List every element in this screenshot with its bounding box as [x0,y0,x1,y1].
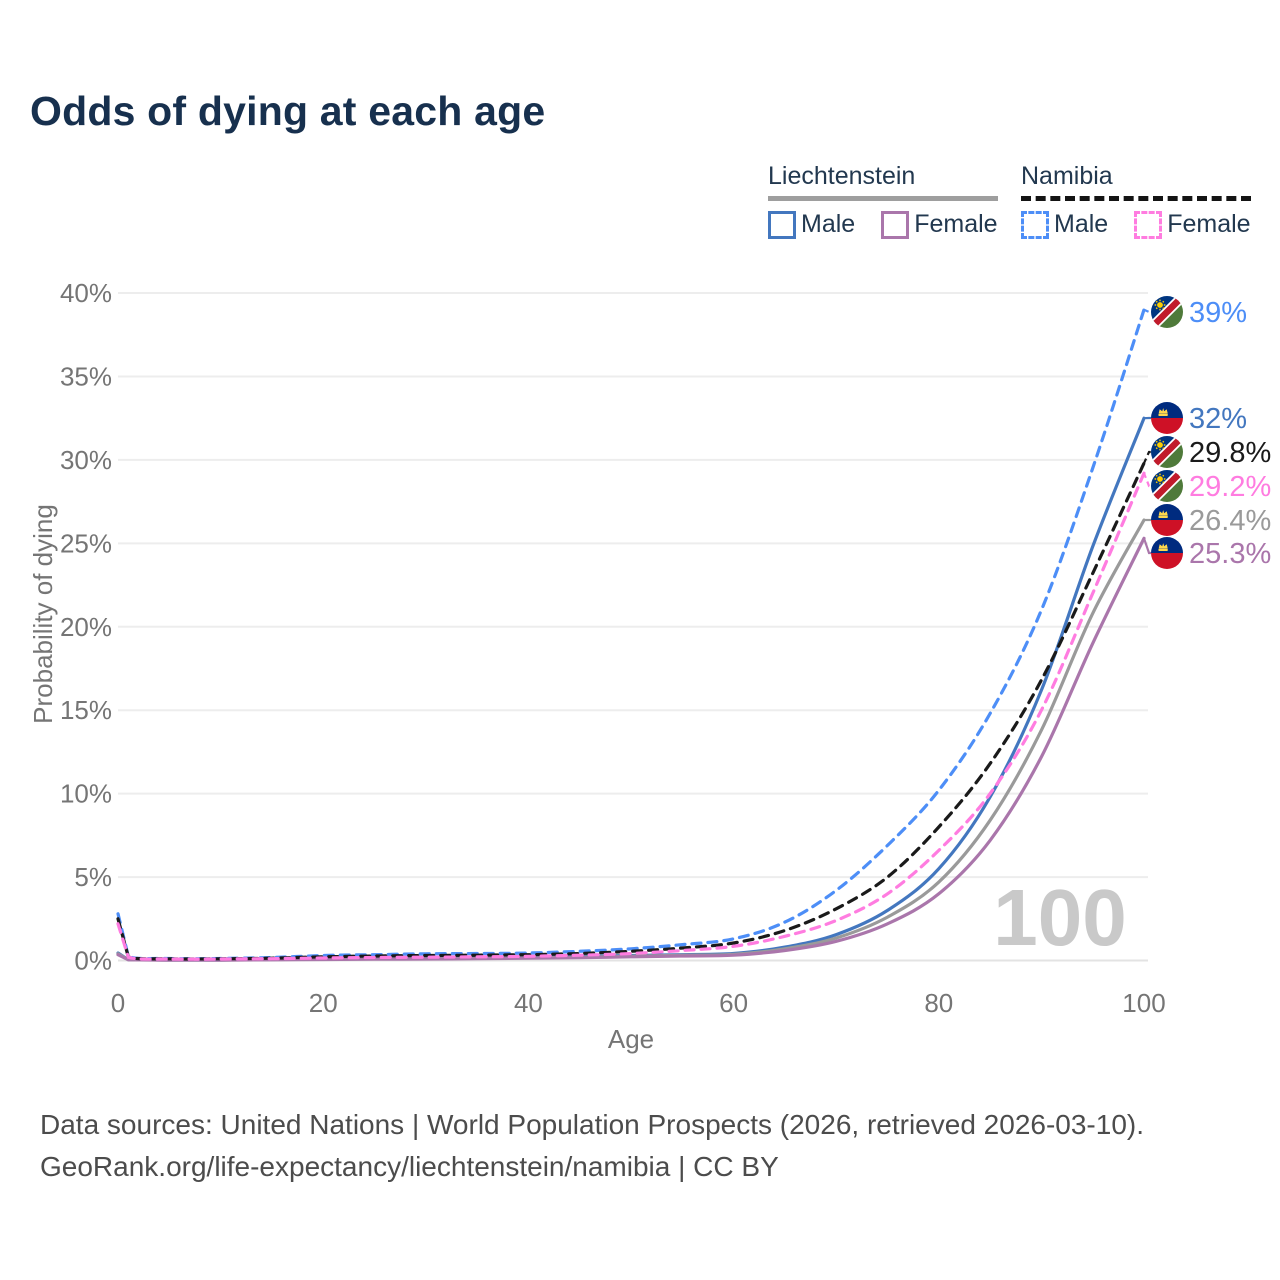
legend-item-namibia-male[interactable]: Male [1021,210,1108,239]
axis-tick-labels: 0% 5% 10% 15% 20% 25% 30% 35% 40% 0 20 40 60 80 100 [60,278,1166,1018]
y-tick-label: 0% [74,946,112,976]
series-line-namibia-male [116,308,1146,961]
y-tick-label: 35% [60,361,112,391]
label-leader-line [1143,308,1151,314]
y-tick-label: 10% [60,779,112,809]
end-value-label: 29.8% [1189,437,1271,469]
footer: Data sources: United Nations | World Pop… [40,1104,1144,1188]
x-tick-label: 80 [924,988,953,1018]
legend-item-liechtenstein-female[interactable]: Female [881,210,998,239]
legend-country-liechtenstein: Liechtenstein [768,162,916,190]
namibia-female-swatch-icon [1134,210,1163,239]
liechtenstein-male-swatch-icon [768,210,796,239]
y-tick-label: 20% [60,612,112,642]
y-tick-label: 25% [60,528,112,558]
liechtenstein-flag [1151,402,1183,434]
liechtenstein-female-swatch-icon [881,210,910,239]
data-sources-text: Data sources: United Nations | World Pop… [40,1109,1145,1140]
end-value-label: 39% [1189,297,1247,329]
end-value-label: 26.4% [1189,505,1271,537]
gridlines [118,292,1148,962]
namibia-flag [1148,433,1186,471]
legend-country-namibia: Namibia [1021,162,1113,190]
series-line-liechtenstein [116,518,1146,962]
liechtenstein-flag [1151,504,1183,536]
y-tick-label: 15% [60,695,112,725]
x-tick-label: 100 [1122,988,1165,1018]
x-tick-label: 0 [111,988,125,1018]
series-line-liechtenstein-male [116,416,1146,962]
y-axis-title: Probability of dying [28,504,58,724]
y-tick-label: 5% [74,862,112,892]
legend-item-namibia-female[interactable]: Female [1134,210,1251,239]
namibia-male-swatch-icon [1021,210,1049,239]
series-line-namibia [116,461,1146,961]
legend-label: Male [801,210,856,238]
label-leader-line [1142,537,1151,555]
y-tick-label: 40% [60,278,112,308]
x-tick-label: 60 [719,988,748,1018]
page-title: Odds of dying at each age [30,88,546,134]
legend-group-namibia: Namibia Male Female [1021,162,1251,239]
series-lines [116,308,1146,962]
legend-label: Male [1054,210,1109,238]
end-value-label: 32% [1189,403,1247,435]
liechtenstein-flag [1151,537,1183,569]
x-tick-label: 20 [309,988,338,1018]
x-axis-title: Age [608,1024,654,1054]
attribution-link-text[interactable]: GeoRank.org/life-expectancy/liechtenstei… [40,1151,779,1182]
legend-label: Female [1167,210,1251,238]
label-leader-line [1142,450,1151,464]
namibia-flag [1148,467,1186,505]
y-tick-label: 30% [60,445,112,475]
liechtenstein-solid-line-sample [768,196,998,201]
series-line-namibia-female [116,471,1146,961]
end-value-label: 29.2% [1189,471,1271,503]
legend-group-liechtenstein: Liechtenstein Male Female [768,162,998,239]
namibia-flag [1148,293,1186,331]
legend-item-liechtenstein-male[interactable]: Male [768,210,855,239]
x-tick-label: 40 [514,988,543,1018]
age-watermark: 100 [993,873,1126,962]
legend-label: Female [914,210,998,238]
series-line-liechtenstein-female [116,536,1146,962]
namibia-dashed-line-sample [1021,196,1251,201]
series-end-labels: 39% 32%29.8%29.2%26.4%25.3% [1142,293,1271,570]
label-leader-line [1142,472,1151,488]
end-value-label: 25.3% [1189,538,1271,570]
